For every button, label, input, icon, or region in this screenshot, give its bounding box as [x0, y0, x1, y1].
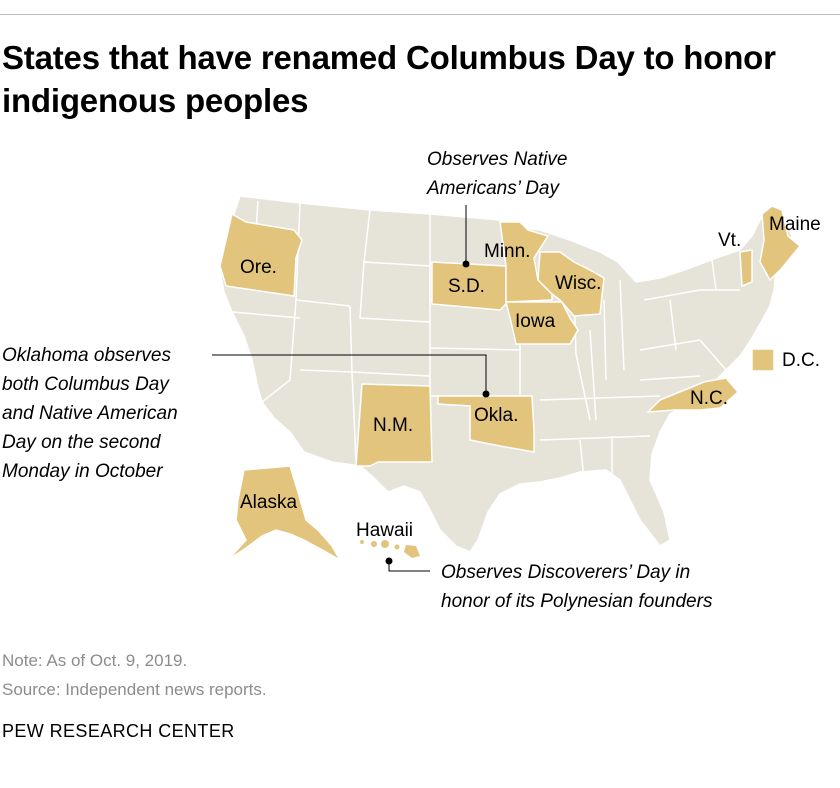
renamed-states	[219, 205, 802, 563]
leader-oklahoma	[212, 354, 487, 394]
label-oklahoma: Okla.	[474, 405, 518, 426]
state-north-carolina	[646, 377, 740, 413]
label-alaska: Alaska	[240, 492, 297, 513]
dc-marker	[751, 348, 775, 372]
leader-dots	[385, 260, 490, 565]
label-north-carolina: N.C.	[690, 388, 728, 409]
label-vermont: Vt.	[718, 230, 741, 251]
label-dc: D.C.	[782, 350, 820, 371]
state-hawaii	[360, 540, 420, 558]
label-oregon: Ore.	[240, 257, 277, 278]
label-new-mexico: N.M.	[373, 415, 413, 436]
state-oklahoma	[437, 395, 535, 453]
label-hawaii: Hawaii	[356, 520, 413, 541]
top-rule	[0, 14, 840, 15]
state-oregon	[219, 212, 303, 297]
label-wisconsin: Wisc.	[555, 273, 601, 294]
annotation-oklahoma: Oklahoma observes both Columbus Day and …	[2, 345, 178, 482]
note-text: Note: As of Oct. 9, 2019.	[2, 651, 188, 670]
state-wisconsin	[537, 251, 605, 317]
label-maine: Maine	[769, 214, 821, 235]
state-vermont	[739, 249, 753, 288]
state-alaska	[227, 465, 343, 563]
label-iowa: Iowa	[515, 311, 556, 332]
label-minnesota: Minn.	[484, 241, 530, 262]
annotation-hawaii: Observes Discoverers’ Day in honor of it…	[441, 562, 713, 612]
annotation-south-dakota: Observes Native Americans’ Day	[427, 149, 568, 199]
source-text: Source: Independent news reports.	[2, 680, 267, 699]
chart-title: States that have renamed Columbus Day to…	[2, 39, 776, 119]
state-new-mexico	[355, 383, 433, 467]
state-maine	[759, 205, 802, 282]
footer-brand: PEW RESEARCH CENTER	[2, 721, 235, 741]
label-south-dakota: S.D.	[448, 276, 485, 297]
leader-hawaii	[388, 562, 430, 572]
leader-lines	[212, 205, 487, 572]
state-south-dakota	[431, 261, 507, 311]
state-iowa	[505, 301, 579, 345]
